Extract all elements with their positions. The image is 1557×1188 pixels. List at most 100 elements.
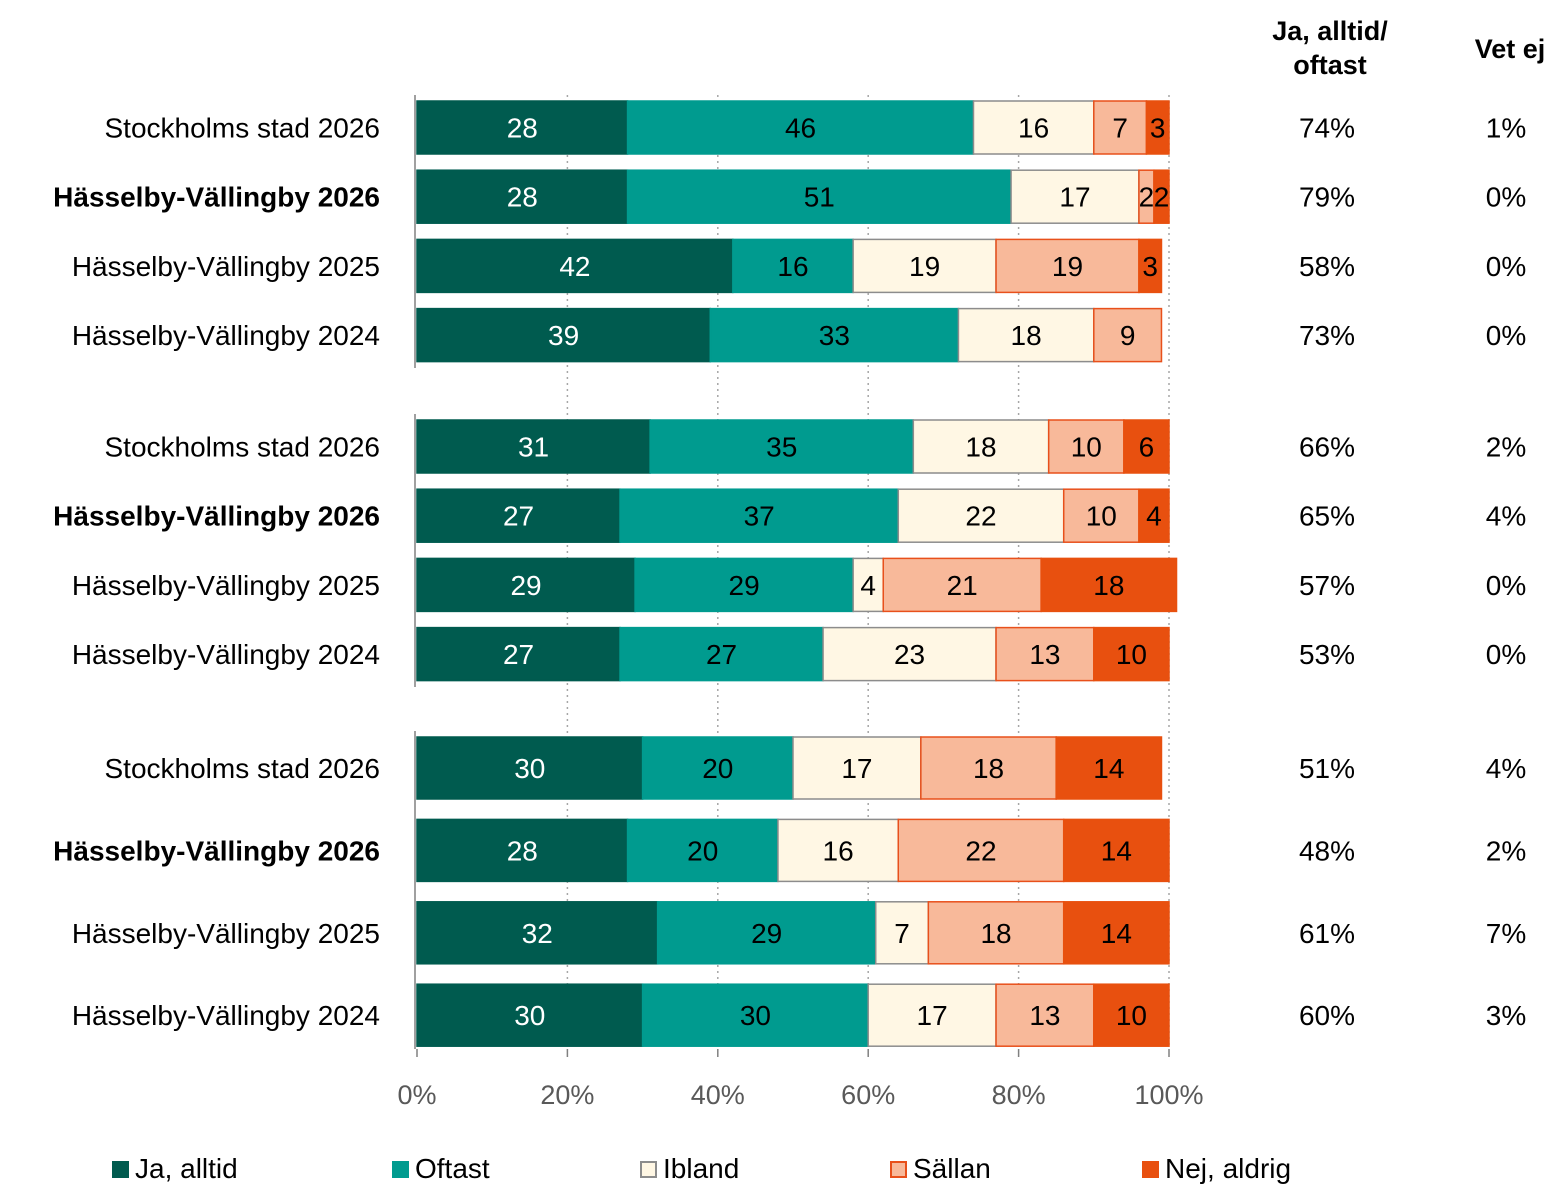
header-ja-alltid-oftast: Ja, alltid/ oftast xyxy=(1240,14,1420,82)
data-label: 2 xyxy=(1139,182,1155,213)
data-label: 18 xyxy=(1011,320,1042,351)
legend-item: Ibland xyxy=(640,1154,739,1184)
bar-segment xyxy=(416,901,659,965)
x-tick-label: 60% xyxy=(841,1080,895,1110)
row-label: Hässelby-Vällingby 2024 xyxy=(72,1000,380,1031)
header-ja-alltid-oftast-line2: oftast xyxy=(1293,50,1367,80)
data-label: 22 xyxy=(965,835,996,866)
legend: Ja, alltid Oftast Ibland Sällan Nej, aldrig xyxy=(0,1148,1557,1188)
data-label: 7 xyxy=(1112,113,1128,144)
bar-segment xyxy=(1062,488,1140,543)
legend-item: Oftast xyxy=(392,1154,490,1184)
legend-swatch xyxy=(640,1160,657,1178)
bar-segment xyxy=(777,818,900,883)
row-label: Hässelby-Vällingby 2026 xyxy=(53,182,380,213)
row-label: Stockholms stad 2026 xyxy=(105,432,381,463)
x-tick-label: 80% xyxy=(992,1080,1046,1110)
vet-ej-value: 0% xyxy=(1486,182,1526,213)
row-label: Hässelby-Vällingby 2025 xyxy=(72,251,380,282)
vet-ej-value: 3% xyxy=(1486,1000,1526,1031)
ja-alltid-oftast-value: 48% xyxy=(1299,835,1355,866)
data-label: 42 xyxy=(559,251,590,282)
data-label: 46 xyxy=(785,113,816,144)
bar-segment xyxy=(1093,626,1170,682)
bar-segment xyxy=(619,488,900,543)
bar-segment xyxy=(1093,983,1170,1047)
data-label: 28 xyxy=(507,182,538,213)
bar-segment xyxy=(1145,100,1170,155)
data-label: 9 xyxy=(1120,320,1136,351)
row-label: Stockholms stad 2026 xyxy=(105,113,381,144)
data-label: 17 xyxy=(917,1000,948,1031)
bar-segment xyxy=(416,488,621,543)
row-label: Stockholms stad 2026 xyxy=(105,753,381,784)
bar-segment xyxy=(626,818,779,883)
data-label: 18 xyxy=(965,432,996,463)
bar-segment xyxy=(1138,238,1163,294)
data-label: 20 xyxy=(702,753,733,784)
bar-segment xyxy=(874,901,930,965)
bar-segment xyxy=(416,983,644,1047)
ja-alltid-oftast-value: 61% xyxy=(1299,918,1355,949)
bar-segment xyxy=(1153,169,1170,224)
bar-segment xyxy=(634,557,854,613)
data-label: 27 xyxy=(706,639,737,670)
bar-segment xyxy=(1123,419,1170,474)
data-label: 29 xyxy=(510,570,541,601)
bar-segment xyxy=(1093,307,1163,363)
data-label: 6 xyxy=(1139,432,1155,463)
data-label: 28 xyxy=(507,113,538,144)
legend-swatch xyxy=(1142,1160,1159,1178)
data-label: 21 xyxy=(947,570,978,601)
legend-swatch xyxy=(890,1160,907,1178)
vet-ej-value: 4% xyxy=(1486,753,1526,784)
row-label: Hässelby-Vällingby 2026 xyxy=(53,501,380,532)
ja-alltid-oftast-value: 51% xyxy=(1299,753,1355,784)
data-label: 10 xyxy=(1116,639,1147,670)
data-label: 23 xyxy=(894,639,925,670)
data-label: 35 xyxy=(766,432,797,463)
data-label: 7 xyxy=(894,918,910,949)
row-label: Hässelby-Vällingby 2025 xyxy=(72,918,380,949)
bar-segment xyxy=(1062,818,1170,883)
bar-segment xyxy=(416,238,734,294)
ja-alltid-oftast-value: 66% xyxy=(1299,432,1355,463)
bar-segment xyxy=(1093,100,1148,155)
vet-ej-value: 2% xyxy=(1486,835,1526,866)
vet-ej-value: 0% xyxy=(1486,639,1526,670)
data-label: 4 xyxy=(860,570,876,601)
ja-alltid-oftast-value: 53% xyxy=(1299,639,1355,670)
data-label: 14 xyxy=(1101,918,1132,949)
vet-ej-value: 0% xyxy=(1486,251,1526,282)
data-label: 13 xyxy=(1029,639,1060,670)
bar-segment xyxy=(1047,419,1125,474)
bar-segment xyxy=(1062,901,1170,965)
bar-segment xyxy=(882,557,1042,613)
bar-segment xyxy=(649,419,915,474)
data-label: 33 xyxy=(819,320,850,351)
bar-segment xyxy=(416,307,712,363)
data-label: 30 xyxy=(740,1000,771,1031)
bar-segment xyxy=(852,557,884,613)
data-label: 18 xyxy=(980,918,1011,949)
ja-alltid-oftast-value: 58% xyxy=(1299,251,1355,282)
data-label: 10 xyxy=(1071,432,1102,463)
bar-segment xyxy=(995,626,1095,682)
legend-label: Sällan xyxy=(913,1153,991,1184)
data-label: 17 xyxy=(841,753,872,784)
bar-segment xyxy=(1040,557,1178,613)
data-label: 18 xyxy=(1093,570,1124,601)
row-label: Hässelby-Vällingby 2024 xyxy=(72,320,380,351)
vet-ej-value: 1% xyxy=(1486,113,1526,144)
row-label: Hässelby-Vällingby 2024 xyxy=(72,639,380,670)
bar-segment xyxy=(995,983,1095,1047)
data-label: 39 xyxy=(548,320,579,351)
bar-segment xyxy=(972,100,1095,155)
ja-alltid-oftast-value: 73% xyxy=(1299,320,1355,351)
data-label: 10 xyxy=(1086,501,1117,532)
bar-segment xyxy=(1138,488,1170,543)
bar-segment xyxy=(897,488,1065,543)
data-label: 32 xyxy=(522,918,553,949)
bar-segment xyxy=(1055,736,1163,800)
bar-segment xyxy=(957,307,1095,363)
